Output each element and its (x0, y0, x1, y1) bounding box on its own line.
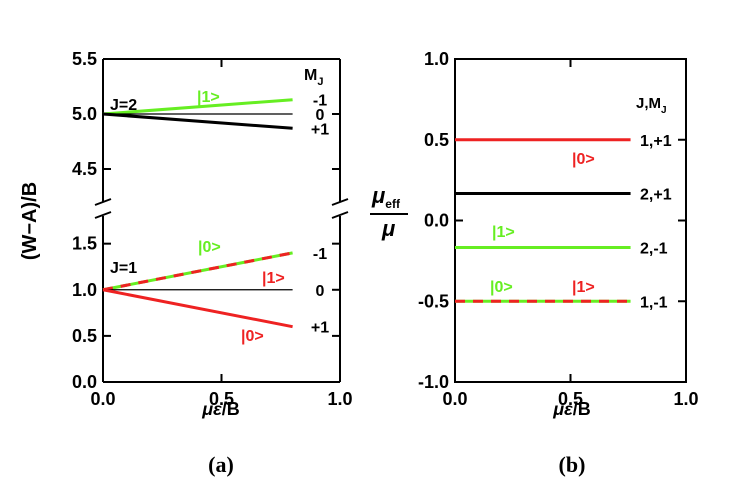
panel-b-xtick-label: 0.0 (442, 389, 467, 409)
panel-a-xlabel: με/B (201, 399, 239, 419)
panel-a-series-label: +1 (311, 121, 329, 138)
panel-a-ticks: 0.0 0.5 1.0 4.5 5.0 5.5 0.0 0.5 1.0 1.5 (72, 49, 353, 409)
panel-a-series-label: +1 (311, 320, 329, 337)
panel-a-xtick-label: 0.0 (90, 389, 115, 409)
panel-b-jmj-header: J,MJ (636, 95, 667, 116)
panel-a-ket0-j1-lower: |0> (241, 328, 264, 345)
panel-b-ket0-dashed: |0> (490, 279, 513, 296)
panel-a-ytick-label: 1.5 (72, 234, 97, 254)
panel-a-xlabel-mu: με (201, 399, 222, 419)
panel-a-ytick-label: 5.5 (72, 49, 97, 69)
panel-b-series-label: 1,-1 (640, 294, 668, 311)
panel-b-jmj-header-sub: J (661, 105, 667, 116)
panel-a-series-label: 0 (316, 107, 325, 124)
panel-a-xtick-label: 1.0 (327, 389, 352, 409)
panel-a-j2-label: J=2 (110, 97, 137, 114)
panel-b-xtick-label: 1.0 (673, 389, 698, 409)
panel-a-ytick-label: 5.0 (72, 104, 97, 124)
panel-a-break-mark-left-2 (94, 211, 112, 219)
panel-a-series-line (102, 98, 293, 116)
panel-b-ytick-label: 0.0 (424, 211, 449, 231)
panel-a-j1-label: J=1 (110, 260, 137, 277)
panel-a-mj-header-sub: J (317, 76, 323, 88)
panel-a-series-label: -1 (313, 246, 327, 263)
panel-a-lines (102, 98, 293, 329)
panel-a-mj-header: MJ (304, 67, 323, 88)
panel-a-ket1-j2: |1> (197, 89, 220, 106)
panel-b-series-labels: 1,+1 2,+1 2,-1 1,-1 (640, 133, 672, 312)
panel-a-ylabel: (W−A)/B (19, 182, 41, 260)
panel-b-series-label: 2,+1 (640, 187, 672, 204)
panel-a-xtick-label: 0.5 (209, 389, 234, 409)
panel-a-ytick-label: 0.5 (72, 326, 97, 346)
panel-b-xlabel-mu: με (552, 399, 573, 419)
panel-b: 0.0 0.5 1.0-1.0-0.50.00.51.0 με/B μeff μ (… (370, 49, 699, 477)
panel-a-ytick-label: 0.0 (72, 372, 97, 392)
panel-a-ytick-label: 1.0 (72, 280, 97, 300)
panel-a-label: (a) (208, 452, 234, 477)
panel-b-ytick-label: -0.5 (418, 291, 449, 311)
panel-b-jmj-header-main: J,M (636, 95, 661, 112)
panel-a-ytick-label: 4.5 (72, 159, 97, 179)
panel-b-ket0-red: |0> (572, 151, 595, 168)
panel-b-ylabel-num-sub: eff (385, 197, 401, 211)
panel-b-series-label: 2,-1 (640, 240, 668, 257)
panel-a-xlabel-rest: /B (222, 399, 240, 419)
panel-a-series-line-dashed (102, 251, 293, 292)
panel-b-ket1-green: |1> (492, 224, 515, 241)
panel-b-ylabel-denominator: μ (381, 216, 395, 241)
panel-a-series-label: 0 (316, 283, 325, 300)
panel-b-ytick-label: 1.0 (424, 49, 449, 69)
panel-b-ticks: 0.0 0.5 1.0 -1.0 -0.5 0.0 0.5 1.0 (418, 49, 699, 409)
panel-b-series-label: 1,+1 (640, 133, 672, 150)
panel-b-ket1-dashed: |1> (572, 279, 595, 296)
panel-b-xtick-label: 0.5 (558, 389, 583, 409)
panel-a-series-labels: -10+1-10+1 (311, 93, 329, 337)
panel-a-break-mark-right-2 (331, 211, 349, 219)
panel-b-ylabel: μeff μ (370, 183, 408, 241)
panel-b-ylabel-num-mu: μ (371, 183, 385, 208)
panel-a-ket1-j1-upper: |1> (262, 270, 285, 287)
panel-a-series-label: -1 (313, 93, 327, 110)
panel-a: 0.0 0.5 1.0 4.5 5.0 5.5 0.0 0.5 1.0 1.5 με/B (W−A… (19, 49, 353, 477)
panel-a-ket0-j1-upper: |0> (198, 239, 221, 256)
panel-b-lines (455, 138, 631, 303)
panel-b-ylabel-numerator: μeff (371, 183, 401, 211)
panel-b-xlabel: με/B (552, 399, 590, 419)
panel-a-mj-header-main: M (304, 67, 317, 84)
panel-b-ytick-label: -1.0 (418, 372, 449, 392)
panel-b-xlabel-rest: /B (573, 399, 591, 419)
panel-b-label: (b) (559, 452, 586, 477)
panel-b-ytick-label: 0.5 (424, 130, 449, 150)
panel-a-break-mark-left-1 (94, 198, 112, 206)
panel-a-series-line (102, 288, 293, 329)
panel-a-break-mark-right-1 (331, 198, 349, 206)
panel-a-series-line (102, 112, 293, 130)
